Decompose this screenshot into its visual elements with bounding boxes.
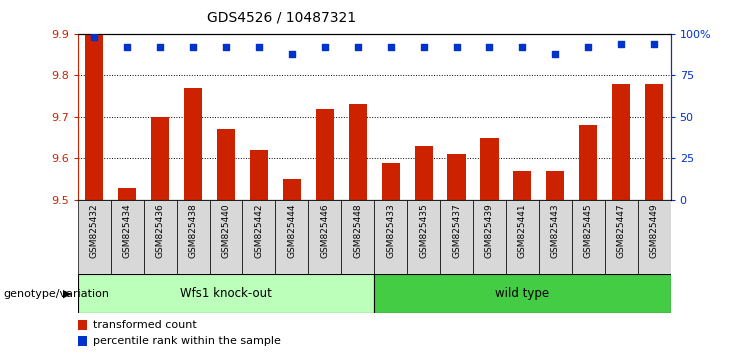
Text: ▶: ▶ [64, 289, 72, 299]
Bar [638, 200, 671, 274]
Point [319, 44, 330, 50]
Text: GSM825446: GSM825446 [320, 204, 329, 258]
Bar [308, 200, 342, 274]
Bar [546, 171, 565, 200]
Text: transformed count: transformed count [93, 320, 196, 330]
Bar [473, 200, 506, 274]
Text: wild type: wild type [495, 287, 550, 300]
Point [615, 41, 627, 46]
Point [451, 44, 462, 50]
Text: GDS4526 / 10487321: GDS4526 / 10487321 [207, 11, 356, 25]
Bar [118, 188, 136, 200]
Text: GSM825447: GSM825447 [617, 204, 625, 258]
Bar [440, 200, 473, 274]
Bar [276, 200, 308, 274]
Bar [374, 274, 671, 313]
Point [286, 51, 298, 56]
Point [352, 44, 364, 50]
Text: genotype/variation: genotype/variation [4, 289, 110, 299]
Bar [448, 154, 465, 200]
Text: GSM825436: GSM825436 [156, 204, 165, 258]
Text: GSM825443: GSM825443 [551, 204, 560, 258]
Bar [242, 200, 276, 274]
Bar [605, 200, 638, 274]
Bar [514, 171, 531, 200]
Bar [184, 88, 202, 200]
Point [187, 44, 199, 50]
Bar [407, 200, 440, 274]
Text: GSM825435: GSM825435 [419, 204, 428, 258]
Bar [579, 125, 597, 200]
Text: GSM825448: GSM825448 [353, 204, 362, 258]
Text: GSM825441: GSM825441 [518, 204, 527, 258]
Point [516, 44, 528, 50]
Bar [342, 200, 374, 274]
Bar [110, 200, 144, 274]
Text: GSM825444: GSM825444 [288, 204, 296, 258]
Point [253, 44, 265, 50]
Bar [349, 104, 367, 200]
Bar [250, 150, 268, 200]
Text: GSM825433: GSM825433 [386, 204, 395, 258]
Point [154, 44, 166, 50]
Text: GSM825445: GSM825445 [584, 204, 593, 258]
Text: percentile rank within the sample: percentile rank within the sample [93, 336, 281, 346]
Bar [78, 274, 374, 313]
Bar [480, 138, 499, 200]
Bar [645, 84, 663, 200]
Text: GSM825432: GSM825432 [90, 204, 99, 258]
Text: GSM825438: GSM825438 [188, 204, 198, 258]
Bar [572, 200, 605, 274]
Bar [144, 200, 176, 274]
Bar [85, 34, 103, 200]
Text: Wfs1 knock-out: Wfs1 knock-out [180, 287, 272, 300]
Bar [78, 320, 87, 330]
Bar [176, 200, 210, 274]
Point [122, 44, 133, 50]
Bar [506, 200, 539, 274]
Point [549, 51, 561, 56]
Point [88, 34, 100, 40]
Bar [374, 200, 407, 274]
Bar [414, 146, 433, 200]
Point [385, 44, 396, 50]
Point [484, 44, 496, 50]
Bar [78, 336, 87, 346]
Bar [217, 129, 235, 200]
Text: GSM825439: GSM825439 [485, 204, 494, 258]
Bar [151, 117, 169, 200]
Bar [612, 84, 631, 200]
Bar [210, 200, 242, 274]
Point [418, 44, 430, 50]
Point [648, 41, 660, 46]
Text: GSM825442: GSM825442 [254, 204, 264, 258]
Text: GSM825449: GSM825449 [650, 204, 659, 258]
Bar [539, 200, 572, 274]
Point [220, 44, 232, 50]
Point [582, 44, 594, 50]
Text: GSM825440: GSM825440 [222, 204, 230, 258]
Bar [78, 200, 110, 274]
Bar [382, 162, 399, 200]
Text: GSM825437: GSM825437 [452, 204, 461, 258]
Bar [316, 108, 334, 200]
Text: GSM825434: GSM825434 [123, 204, 132, 258]
Bar [283, 179, 301, 200]
